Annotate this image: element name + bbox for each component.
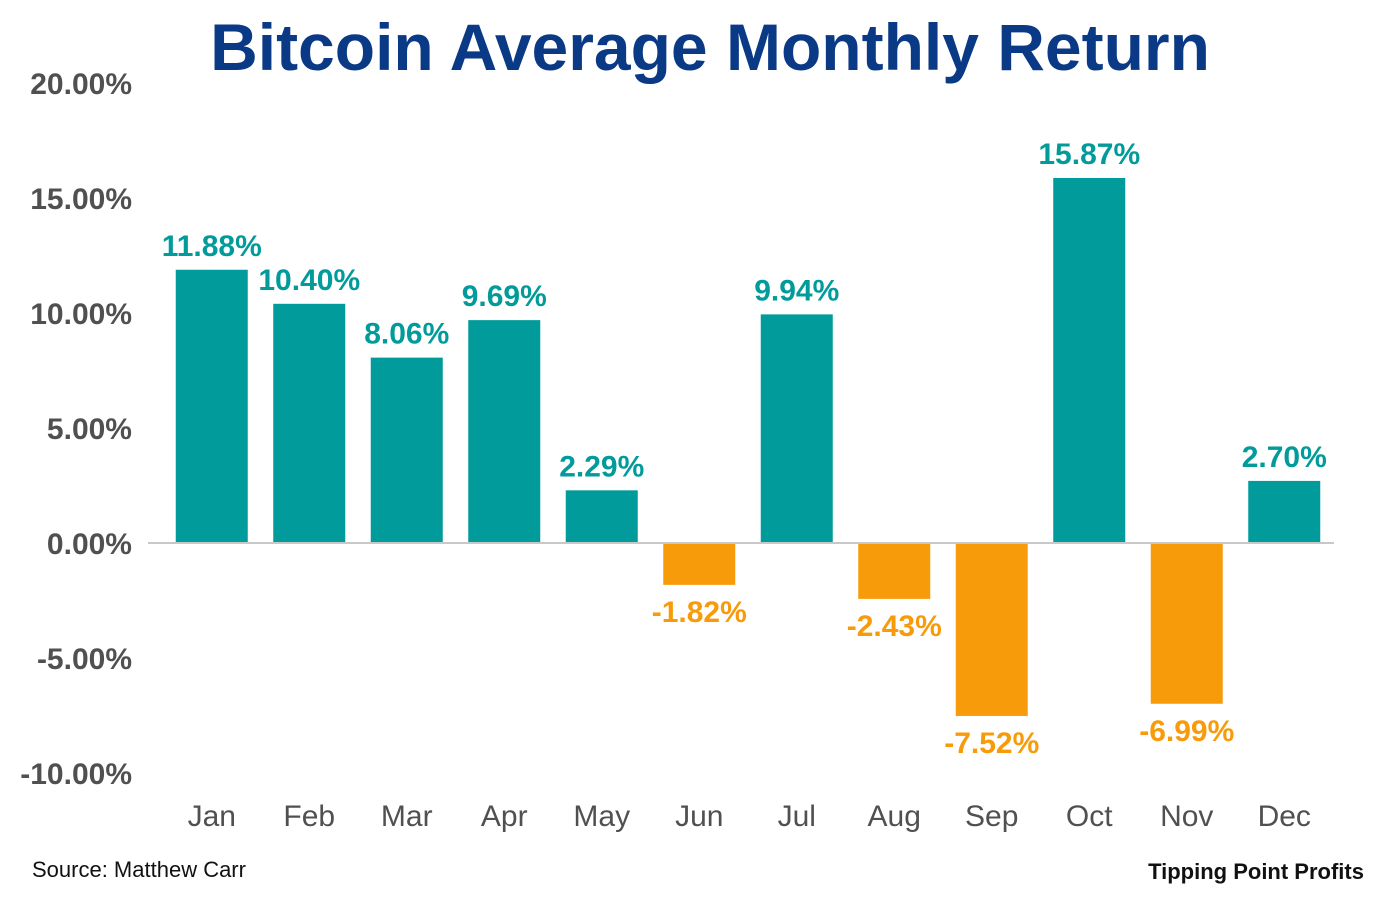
data-label: 2.29% (559, 450, 644, 483)
x-tick-label: Jul (778, 800, 816, 833)
y-tick-label: 10.00% (30, 298, 132, 331)
source-note: Source: Matthew Carr (32, 857, 246, 882)
bar-nov (1150, 543, 1223, 704)
x-tick-label: Feb (283, 800, 335, 833)
bar-may (565, 490, 638, 543)
x-tick-label: Nov (1160, 800, 1213, 833)
y-axis: 20.00% 15.00% 10.00% 5.00% 0.00% -5.00% -10.00… (20, 68, 132, 791)
x-tick-label: Aug (868, 800, 921, 833)
bar-sep (955, 543, 1028, 716)
data-label: 15.87% (1038, 138, 1140, 171)
data-label: -7.52% (944, 727, 1039, 760)
y-tick-label: -5.00% (37, 643, 132, 676)
y-tick-label: 5.00% (47, 413, 132, 446)
data-label: -1.82% (652, 596, 747, 629)
data-label: 2.70% (1242, 441, 1327, 474)
data-label: -6.99% (1139, 715, 1234, 748)
bar-apr (468, 320, 541, 543)
x-axis: Jan Feb Mar Apr May Jun Jul Aug Sep Oct Nov Dec (188, 800, 1311, 833)
data-label: -2.43% (847, 610, 942, 643)
data-label: 11.88% (162, 230, 262, 263)
x-tick-label: May (573, 800, 630, 833)
data-label: 10.40% (258, 264, 360, 297)
bar-jan (175, 269, 248, 543)
data-label: 9.69% (462, 280, 547, 313)
x-tick-label: Jun (675, 800, 723, 833)
bar-aug (858, 543, 931, 599)
data-label: 9.94% (754, 274, 839, 307)
bar-jun (663, 543, 736, 585)
bar-dec (1248, 480, 1321, 543)
chart-title: Bitcoin Average Monthly Return (210, 10, 1210, 84)
x-tick-label: Sep (965, 800, 1018, 833)
bar-jul (760, 314, 833, 543)
y-tick-label: 20.00% (30, 68, 132, 101)
bar-feb (273, 303, 346, 543)
x-tick-label: Mar (381, 800, 433, 833)
bar-mar (370, 357, 443, 543)
x-tick-label: Dec (1258, 800, 1311, 833)
bars (175, 177, 1321, 716)
y-tick-label: -10.00% (20, 758, 132, 791)
y-tick-label: 15.00% (30, 183, 132, 216)
bar-oct (1053, 177, 1126, 544)
x-tick-label: Apr (481, 800, 528, 833)
x-tick-label: Oct (1066, 800, 1113, 833)
data-labels: 11.88%10.40%8.06% 9.69% 2.29% -1.82% 9.94% -2… (162, 138, 1327, 760)
data-label: 8.06% (364, 318, 449, 351)
x-tick-label: Jan (188, 800, 236, 833)
y-tick-label: 0.00% (47, 528, 132, 561)
brand-label: Tipping Point Profits (1148, 859, 1364, 884)
